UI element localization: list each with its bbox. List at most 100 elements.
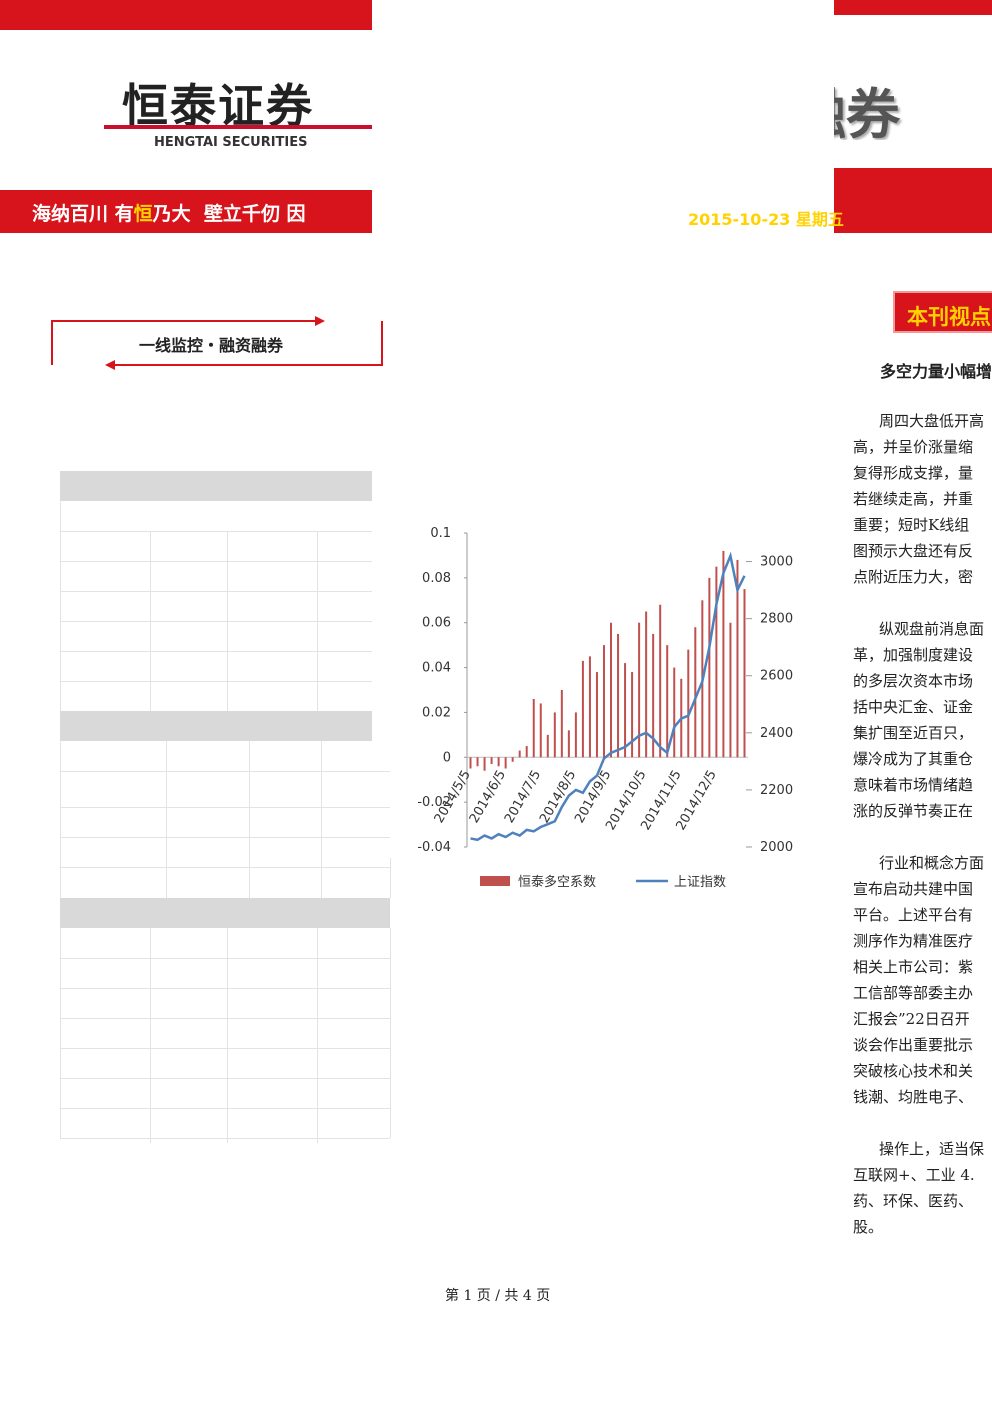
text-line: 工信部等部委主办 (853, 984, 974, 1002)
bar (504, 757, 507, 769)
bar (602, 645, 605, 758)
text-line: 复得形成支撑，量 (853, 464, 974, 482)
bar (743, 589, 746, 758)
text-line: 操作上，适当保 (879, 1140, 985, 1158)
top-bar (834, 0, 992, 15)
headline: 多空力量小幅增 (880, 362, 992, 381)
text-line: 钱潮、均胜电子、 (853, 1088, 974, 1106)
y2-tick-label: 2000 (760, 840, 793, 855)
y2-tick-label: 3000 (760, 555, 793, 570)
bar (476, 757, 479, 767)
bar (638, 622, 641, 758)
text-line: 汇报会”22日召开 (853, 1010, 970, 1028)
bar (708, 577, 711, 758)
bar (645, 611, 648, 758)
bar (673, 667, 676, 758)
slogan-band: 海纳百川 有恒乃大 壁立千仞 因 (0, 190, 372, 233)
bar (631, 672, 634, 758)
logo-en: HENGTAI SECURITIES (154, 135, 308, 150)
section-title: 一线监控・融资融券 (139, 336, 284, 355)
bar (560, 690, 563, 758)
bar (539, 703, 542, 758)
bar (715, 566, 718, 758)
text-line: 革，加强制度建设 (853, 646, 974, 664)
y-tick-label: 0.04 (422, 661, 451, 676)
y2-tick-label: 2400 (760, 726, 793, 741)
text-line: 宣布启动共建中国 (853, 880, 974, 898)
text-line: 若继续走高，并重 (853, 490, 974, 508)
paragraph: 行业和概念方面宣布启动共建中国 平台。上述平台有 测序作为精准医疗 相关上市公司：紫工… (853, 850, 984, 1110)
logo: 恒泰证券 (122, 79, 314, 133)
bar (659, 604, 662, 758)
text-line: 行业和概念方面 (879, 854, 985, 872)
y-tick-label: 0.08 (422, 571, 451, 586)
page-footer: 第 1 页 / 共 4 页 (445, 1288, 551, 1304)
bar (574, 712, 577, 758)
paragraph: 纵观盘前消息面 革，加强制度建设 的多层次资本市场 括中央汇金、证金 集扩围至近百只， 爆… (853, 616, 984, 824)
text-line: 涨的反弹节奏正在 (853, 802, 974, 820)
legend-label: 恒泰多空系数 (518, 874, 596, 890)
y-tick-label: -0.04 (417, 840, 451, 855)
text-line: 测序作为精准医疗 (853, 932, 974, 950)
legend-label: 上证指数 (674, 875, 726, 890)
date-band (834, 168, 992, 233)
slogan-part: 恒 (133, 203, 153, 225)
text-line: 平台。上述平台有 (853, 906, 974, 924)
bar (736, 559, 739, 758)
text-line: 谈会作出重要批示 (853, 1036, 974, 1054)
paragraph: 周四大盘低开高 高，并呈价涨量缩 复得形成支撑，量 若继续走高，并重 重要；短时K线组图… (853, 408, 984, 590)
y2-tick-label: 2600 (760, 669, 793, 684)
text-line: 的多层次资本市场 (853, 672, 974, 690)
text-line: 高，并呈价涨量缩 (853, 438, 974, 456)
date: 2015-10-23 星期五 (688, 210, 844, 229)
bar (610, 622, 613, 758)
legend-swatch (480, 876, 510, 886)
y-tick-label: 0.02 (422, 705, 451, 720)
bar (729, 622, 732, 758)
bar (588, 656, 591, 758)
bar (595, 672, 598, 758)
sidebar-title: 本刊视点 (907, 305, 991, 329)
y-tick-label: 0.1 (430, 526, 451, 541)
top-bar (0, 0, 372, 30)
bar (722, 550, 725, 758)
bar (666, 645, 669, 758)
paragraph: 操作上，适当保互联网+、工业 4. 药、环保、医药、 股。 (853, 1136, 984, 1240)
slogan-part: 乃大 壁立千仞 因 (152, 203, 306, 225)
bar (525, 746, 528, 758)
y-tick-label: -0.02 (417, 795, 451, 810)
bar (532, 698, 535, 758)
y-tick-label: 0 (443, 750, 451, 765)
sidebar-title-box: 本刊视点 (893, 291, 992, 333)
text-line: 股。 (853, 1218, 884, 1236)
logo-right-clip: 融券 (834, 60, 992, 140)
bar (511, 757, 514, 762)
text-line: 相关上市公司：紫 (853, 958, 974, 976)
text-line: 药、环保、医药、 (853, 1192, 974, 1210)
text-line: 点附近压力大，密 (853, 568, 974, 586)
bar (624, 663, 627, 758)
text-line: 爆冷成为了其重仓 (853, 750, 974, 768)
logo-rule (104, 125, 372, 129)
bar (469, 757, 472, 769)
bar (518, 750, 521, 758)
slogan: 海纳百川 有恒乃大 壁立千仞 因 (32, 199, 306, 226)
chart: -0.04 -0.02 0 0.02 0.04 0.06 0.08 0.1 2000 2200 24… (417, 526, 793, 890)
line (470, 551, 746, 842)
y2-tick-label: 2800 (760, 612, 793, 627)
text-line: 重要；短时K线组 (853, 516, 970, 534)
bar (490, 757, 493, 765)
text-line: 括中央汇金、证金 (853, 698, 974, 716)
bar (687, 649, 690, 758)
bar (617, 633, 620, 758)
bar (567, 730, 570, 758)
y-tick-label: 0.06 (422, 616, 451, 631)
text-line: 突破核心技术和关 (853, 1062, 974, 1080)
bar (483, 757, 486, 771)
text-line: 意味着市场情绪趋 (853, 776, 974, 794)
text-line: 互联网+、工业 4. (853, 1166, 975, 1184)
bar (581, 660, 584, 758)
bar (652, 633, 655, 758)
text-line: 周四大盘低开高 (879, 412, 985, 430)
